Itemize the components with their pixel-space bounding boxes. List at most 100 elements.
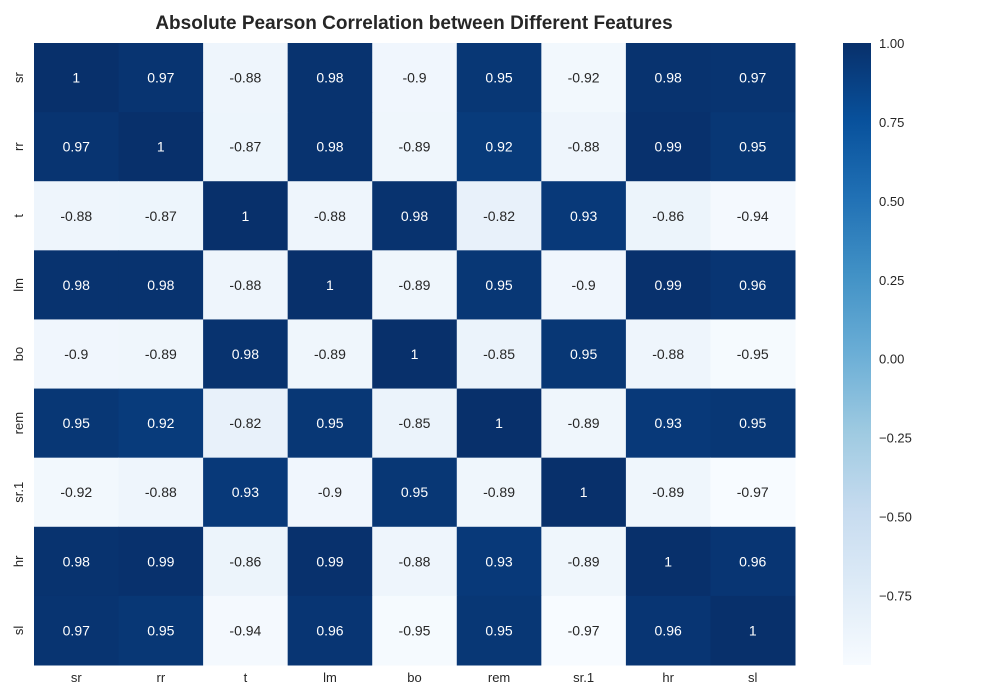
cell-value-label: 0.98 [316,139,343,155]
heatmap-cell-hr-bo [372,526,458,597]
heatmap-cell-t-hr [625,181,711,251]
heatmap-cell-rr-t [203,112,289,182]
heatmap-cell-sr-bo [372,43,458,113]
cell-value-label: 0.93 [485,553,512,569]
cell-value-label: -0.97 [737,484,769,500]
heatmap-cell-sr-rem [456,43,542,113]
heatmap-cell-sr.1-lm [287,457,373,528]
heatmap-cell-sl-sr.1 [541,595,627,666]
y-tick-label: sr.1 [11,482,26,503]
heatmap-cell-sr-t [203,43,289,113]
cell-value-label: 0.98 [147,277,174,293]
heatmap-cell-rem-bo [372,388,458,459]
heatmap-cell-rem-t [203,388,289,459]
colorbar [843,43,871,665]
cell-value-label: 0.97 [147,70,174,86]
cell-value-label: 1 [495,415,503,431]
heatmap-cell-lm-lm [287,250,373,320]
cell-value-label: 0.95 [485,70,512,86]
heatmap-cell-t-lm [287,181,373,251]
cell-value-label: -0.89 [568,553,600,569]
cell-value-label: -0.88 [145,484,177,500]
chart-title: Absolute Pearson Correlation between Dif… [155,13,672,34]
colorbar-tick-labels: 1.00 0.75 0.50 0.25 0.00 −0.25 −0.50 −0.75 [879,36,912,604]
cell-value-label: -0.94 [229,622,261,638]
x-tick-label: rem [488,670,510,685]
cell-value-label: 0.96 [316,622,343,638]
colorbar-tick-label: −0.50 [879,510,912,525]
cell-value-label: -0.88 [652,346,684,362]
heatmap-cell-hr-sr [34,526,120,597]
y-tick-label: sr [11,71,26,83]
cell-value-label: -0.89 [314,346,346,362]
heatmap-cell-sr.1-sr.1 [541,457,627,528]
cell-value-label: -0.88 [60,208,92,224]
cell-value-label: -0.92 [60,484,92,500]
heatmap-cell-sl-hr [625,595,711,666]
cell-value-label: 0.98 [63,277,90,293]
cell-value-label: 1 [411,346,419,362]
cell-value-label: -0.86 [229,553,261,569]
x-tick-label: t [244,670,248,685]
heatmap-cell-hr-lm [287,526,373,597]
heatmap-cell-sl-t [203,595,289,666]
cell-value-label: 0.93 [232,484,259,500]
cell-value-label: -0.89 [568,415,600,431]
cell-value-label: 0.99 [147,553,174,569]
cell-value-label: -0.97 [568,622,600,638]
heatmap-cell-hr-sl [710,526,796,597]
cell-value-label: 0.95 [570,346,597,362]
heatmap-cell-hr-rr [118,526,204,597]
heatmap-cell-sl-sr [34,595,120,666]
heatmap-cell-sl-bo [372,595,458,666]
cell-value-label: 0.98 [401,208,428,224]
y-tick-label: sl [11,626,26,636]
heatmap-cell-rem-rr [118,388,204,459]
cell-value-label: -0.85 [399,415,431,431]
cell-value-label: -0.89 [652,484,684,500]
cell-value-label: -0.88 [229,277,261,293]
cell-value-label: 0.93 [655,415,682,431]
cell-value-label: 1 [157,139,165,155]
heatmap-cell-rr-rr [118,112,204,182]
cell-value-label: 0.98 [655,70,682,86]
cell-value-label: 0.99 [316,553,343,569]
heatmap-cell-hr-t [203,526,289,597]
heatmap-cell-rr-hr [625,112,711,182]
x-tick-label: sl [748,670,758,685]
colorbar-tick-label: −0.75 [879,589,912,604]
y-tick-label: t [11,214,26,218]
cell-value-label: -0.89 [399,139,431,155]
cell-value-label: -0.92 [568,70,600,86]
colorbar-tick-label: 1.00 [879,36,904,51]
cell-value-label: 1 [580,484,588,500]
heatmap-cell-lm-sr [34,250,120,320]
heatmap-cell-t-rem [456,181,542,251]
cell-value-label: 0.96 [739,277,766,293]
colorbar-tick-label: 0.50 [879,194,904,209]
heatmap-cell-rr-lm [287,112,373,182]
heatmap-cell-lm-bo [372,250,458,320]
y-tick-label: rr [11,142,26,151]
heatmap-cell-sr.1-rr [118,457,204,528]
cell-value-label: 0.92 [147,415,174,431]
heatmap-cell-sr.1-sr [34,457,120,528]
cell-value-label: -0.89 [483,484,515,500]
cell-value-label: -0.82 [229,415,261,431]
heatmap-cell-rr-sr [34,112,120,182]
heatmap-cell-rr-bo [372,112,458,182]
cell-value-label: 0.96 [739,553,766,569]
cell-value-label: 0.97 [63,139,90,155]
heatmap-cell-lm-rem [456,250,542,320]
heatmap-cell-lm-sr.1 [541,250,627,320]
heatmap-cell-sr.1-sl [710,457,796,528]
cell-value-label: 0.99 [655,139,682,155]
heatmap-cell-t-rr [118,181,204,251]
colorbar-tick-label: 0.75 [879,115,904,130]
cell-value-label: 0.95 [147,622,174,638]
cell-value-label: 1 [326,277,334,293]
heatmap-cell-sr-sl [710,43,796,113]
heatmap-cell-sr-sr [34,43,120,113]
cell-value-label: 1 [72,70,80,86]
cell-value-label: -0.88 [568,139,600,155]
